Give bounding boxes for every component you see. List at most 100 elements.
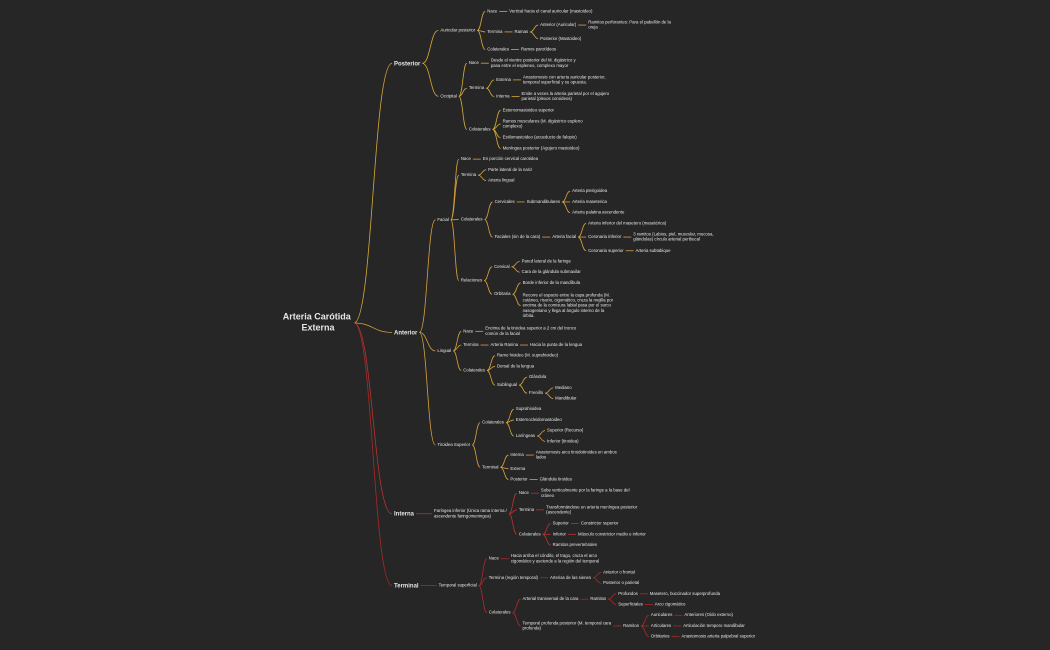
connector: [471, 444, 481, 468]
node-label: Auriculares: [651, 612, 673, 617]
node-label: Arteria facial: [552, 234, 576, 239]
node-label: Cara de la glándula submaxilar: [522, 269, 582, 274]
node-label: Colaterales: [482, 420, 504, 425]
node-label: Nace: [519, 490, 530, 495]
connector: [508, 492, 518, 515]
node-label: Anastomosis arteria palpebral superior: [682, 634, 756, 639]
connector: [486, 87, 495, 98]
connector: [505, 422, 515, 437]
connector: [418, 219, 436, 333]
connector: [500, 466, 509, 480]
node-label: Colaterales: [519, 531, 541, 536]
node-label: Inferior: [553, 531, 567, 536]
connector: [518, 384, 528, 394]
node-label: Colaterales: [489, 610, 511, 615]
node-label: Nace: [469, 60, 480, 65]
node-label: Recorre el espacio entre la capa profund…: [523, 292, 615, 318]
node-label: Ramitos: [590, 596, 606, 601]
node-label: Externa: [496, 77, 511, 82]
node-label: Vertical hacia el canal auricular (masto…: [509, 8, 593, 13]
node-label: Músculo constrictor medio e inferior: [578, 531, 646, 536]
node-label: Arteria Ranina: [491, 342, 519, 347]
node-label: Anterior (Auricular): [540, 22, 577, 27]
node-label: Arterial transversal de la cara: [523, 596, 579, 601]
connector: [512, 598, 521, 613]
connector: [484, 201, 493, 220]
node-label: Facial: [437, 217, 449, 222]
node-label: Temporal superficial: [439, 583, 477, 588]
node-label: Esternocleidomastoideo: [516, 417, 562, 422]
node-label: Nace: [461, 156, 472, 161]
node-label: Superficiales: [618, 602, 643, 607]
node-label: Inferior (tiroidea): [547, 439, 579, 444]
node-label: Externa: [510, 466, 525, 471]
connector: [640, 625, 650, 638]
node-label: Suprahioidea: [516, 406, 542, 411]
connector: [512, 293, 521, 306]
node-label: Submandibulares: [527, 199, 560, 204]
node-label: Colaterales: [487, 47, 509, 52]
connector: [422, 30, 439, 64]
node-label: Sublingual: [497, 382, 517, 387]
node-label: Arteria lingual: [488, 178, 514, 183]
node-label: Terminal: [482, 464, 498, 469]
connector: [477, 30, 486, 50]
connector: [511, 266, 520, 273]
connector: [450, 219, 460, 281]
connector: [419, 331, 436, 352]
connector: [450, 174, 460, 221]
node-label: Pared lateral de la faringe: [522, 259, 572, 264]
node-label: Borde inferior de la mandíbula: [523, 280, 581, 285]
node-label: Articulares: [651, 623, 671, 628]
node-label: Termina: [461, 172, 477, 177]
node-label: Frenillo: [529, 390, 544, 395]
node-label: Ramos musculares (M. digástrico espleno …: [503, 119, 584, 129]
node-label: Articulación temporo mandibular: [683, 623, 745, 628]
node-label: Posterior: [510, 477, 528, 482]
node-label: Interna: [496, 94, 510, 99]
node-label: Cervical: [494, 264, 510, 269]
connector: [486, 79, 495, 89]
node-label: Superior: [553, 521, 570, 526]
connector: [483, 266, 493, 281]
connector: [458, 62, 468, 97]
node-label: Arteria inferior del masetero (masetéric…: [588, 220, 667, 225]
connector: [508, 513, 518, 535]
connector: [608, 598, 617, 605]
node-label: Ramos parotídeos: [521, 47, 556, 52]
node-label: Nace: [489, 556, 500, 561]
node-label: Termina (región temporal): [489, 575, 539, 580]
node-label: Orbitarios: [651, 634, 670, 639]
node-label: Sube verticalmente por la faringe a la b…: [541, 488, 631, 498]
node-label: Anteriores (Oído externo): [684, 612, 733, 617]
connector: [486, 370, 496, 386]
node-label: Arterias de las sienes: [550, 575, 591, 580]
node-label: Arteria palatina ascendente: [572, 210, 625, 215]
node-label: Glándula: [529, 374, 547, 379]
node-label: Posterior (Mastoideo): [540, 36, 582, 41]
connector: [471, 422, 481, 446]
connector: [478, 174, 487, 181]
connector: [478, 577, 487, 587]
branch-label: Posterior: [394, 61, 421, 67]
node-label: Colaterales: [469, 127, 491, 132]
node-label: Parte lateral de la nariz: [488, 167, 532, 172]
connector: [458, 87, 467, 97]
connector: [458, 95, 468, 130]
node-label: Mediano: [555, 385, 572, 390]
connector: [486, 366, 495, 371]
node-label: Masetero, buccinador superprofunda: [650, 591, 721, 596]
node-label: Ramitos prevertebrales: [553, 542, 597, 547]
node-label: Faríngea inferior (Única rama interna / …: [434, 508, 508, 518]
links: [353, 10, 683, 638]
branch-label: Interna: [394, 511, 415, 517]
node-label: Termina: [463, 342, 479, 347]
node-label: Termina: [519, 507, 535, 512]
node-label: Encima de la tiroidea superior a 2 cm de…: [485, 326, 577, 336]
node-label: Temporal profunda posterior (M. temporal…: [523, 621, 613, 631]
node-label: Dorsal de la lengua: [497, 364, 535, 369]
node-label: Meníngea posterior (Agujero mastoideo): [503, 146, 580, 151]
connector: [542, 533, 551, 546]
